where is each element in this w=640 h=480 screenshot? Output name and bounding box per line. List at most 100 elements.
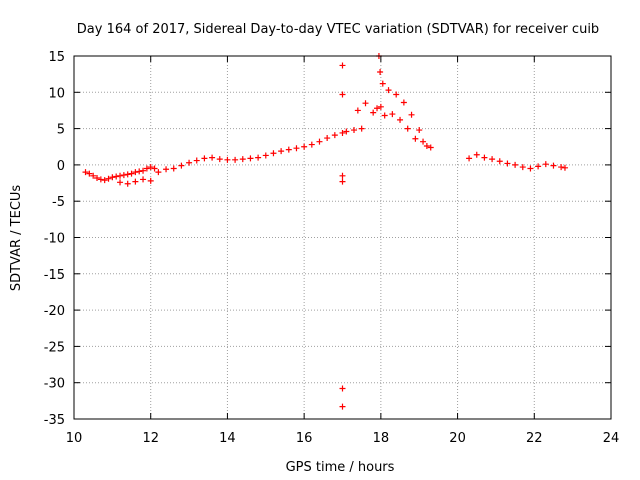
data-series [82,53,568,410]
data-point [351,127,358,134]
data-point [147,177,154,184]
data-point [270,150,277,157]
data-point [473,151,480,158]
data-point [105,175,112,182]
data-point [481,154,488,161]
data-point [109,174,116,181]
data-point [136,168,143,175]
data-point [374,105,381,112]
data-point [339,91,346,98]
x-tick-label: 18 [373,431,390,446]
data-point [408,111,415,118]
data-point [178,162,185,169]
data-point [393,91,400,98]
data-point [124,180,131,187]
y-tick-label: -25 [44,340,65,355]
data-point [504,160,511,167]
data-point [293,145,300,152]
data-point [239,156,246,163]
y-tick-label: -30 [44,377,65,392]
data-point [354,107,361,114]
data-point [247,155,254,162]
data-point [120,172,127,179]
x-tick-label: 14 [219,431,236,446]
data-point [377,103,384,110]
data-point [379,80,386,87]
data-point [117,172,124,179]
data-point [101,177,108,184]
data-point [209,154,216,161]
data-point [113,173,120,180]
data-point [404,125,411,132]
data-point [339,403,346,410]
x-tick-label: 22 [526,431,543,446]
data-point [170,165,177,172]
data-point [339,129,346,136]
data-point [561,164,568,171]
y-tick-label: -15 [44,268,65,283]
data-point [285,146,292,153]
y-tick-label: 0 [57,159,65,174]
data-point [132,169,139,176]
data-point [527,165,534,172]
data-point [151,165,158,172]
data-point [86,170,93,177]
data-point [143,165,150,172]
data-point [343,128,350,135]
data-point [124,171,131,178]
data-point [427,144,434,151]
data-point [155,169,162,176]
data-point [186,159,193,166]
data-point [216,156,223,163]
data-point [389,111,396,118]
y-tick-label: -10 [44,232,65,247]
data-point [542,161,549,168]
data-point [278,148,285,155]
data-point [496,158,503,165]
data-point [201,155,208,162]
data-point [82,169,89,176]
x-tick-label: 16 [296,431,313,446]
data-point [339,178,346,185]
data-point [370,109,377,116]
data-point [255,154,262,161]
axis-ticks: 10 12 14 16 18 20 22 24 15 10 5 0 -5 -10 -15 -20 -25 -30 -… [44,50,620,446]
chart-title: Day 164 of 2017, Sidereal Day-to-day VTE… [77,22,599,37]
data-point [381,112,388,119]
x-tick-label: 24 [603,431,620,446]
data-point [412,135,419,142]
data-point [385,87,392,94]
grid [74,56,611,419]
data-point [90,172,97,179]
data-point [308,141,315,148]
x-axis-title: GPS time / hours [286,460,395,475]
data-point [128,170,135,177]
data-point [262,152,269,159]
data-point [140,167,147,174]
data-point [358,125,365,132]
data-point [416,127,423,134]
data-point [423,143,430,150]
data-point [339,385,346,392]
data-point [147,164,154,171]
data-point [420,138,427,145]
y-tick-label: -20 [44,304,65,319]
x-tick-label: 12 [142,431,159,446]
data-point [316,138,323,145]
data-point [339,62,346,69]
y-axis-title: SDTVAR / TECUs [9,185,24,292]
data-point [377,68,384,75]
data-point [132,178,139,185]
data-point [339,172,346,179]
data-point [117,179,124,186]
data-point [97,176,104,183]
data-point [163,166,170,173]
data-point [301,143,308,150]
y-tick-label: 5 [57,123,65,138]
data-point [362,100,369,107]
data-point [489,156,496,163]
data-point [324,135,331,142]
x-tick-label: 10 [66,431,83,446]
data-point [94,174,101,181]
y-tick-label: -5 [52,195,65,210]
